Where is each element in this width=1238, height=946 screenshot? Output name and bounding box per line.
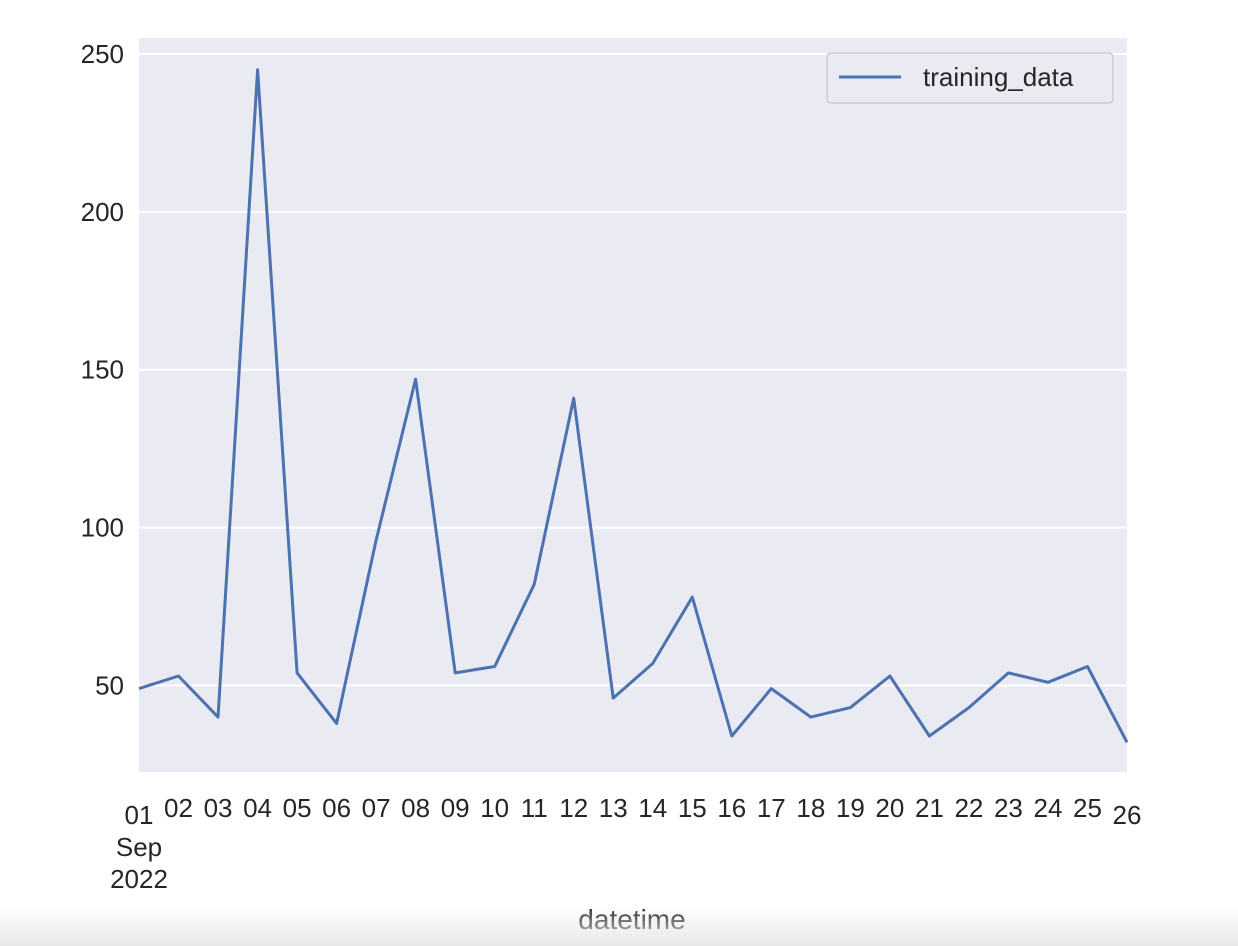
x-tick-label: 07 [362,793,391,823]
y-tick-label: 150 [81,355,124,385]
x-tick-label: 23 [994,793,1023,823]
x-tick-label: 26 [1113,800,1142,830]
x-tick-label: 09 [441,793,470,823]
x-tick-label: 19 [836,793,865,823]
x-tick-label: 03 [204,793,233,823]
grid-lines [139,53,1127,687]
x-tick-label: 12 [559,793,588,823]
x-tick-label-extra: 2022 [110,864,168,894]
legend-label-training-data: training_data [923,62,1074,92]
x-axis-ticks: 01 02 03 04 05 06 07 08 09 10 11 12 13 14 15 16 17 18 19 20… [110,793,1141,894]
x-tick-label: 11 [521,793,548,823]
x-tick-label: 20 [875,793,904,823]
x-tick-label: 04 [243,793,272,823]
x-tick-label: 15 [678,793,707,823]
x-tick-label: 22 [954,793,983,823]
x-tick-label: 16 [717,793,746,823]
x-tick-label: 25 [1073,793,1102,823]
series-group [138,68,1129,743]
x-tick-label: 10 [480,793,509,823]
plot-area [139,38,1127,772]
legend-box [826,52,1114,104]
series-line-training-data [138,68,1129,743]
x-tick-label: 13 [599,793,628,823]
y-tick-label: 250 [81,39,124,69]
x-tick-label: 02 [164,793,193,823]
y-tick-label: 50 [95,670,124,700]
x-tick-label-extra: Sep [116,832,162,862]
x-tick-label: 08 [401,793,430,823]
x-tick-label: 01 [125,800,154,830]
x-tick-label: 18 [796,793,825,823]
y-tick-label: 200 [81,197,124,227]
x-tick-label: 05 [283,793,312,823]
x-tick-label: 14 [638,793,667,823]
x-tick-label: 17 [757,793,786,823]
x-tick-label: 21 [915,793,944,823]
x-tick-label: 06 [322,793,351,823]
legend: training_data [826,52,1114,104]
x-axis-label: datetime [578,904,685,935]
x-tick-label: 24 [1033,793,1062,823]
y-tick-label: 100 [81,513,124,543]
y-axis-ticks: 50 100 150 200 250 [81,39,124,700]
